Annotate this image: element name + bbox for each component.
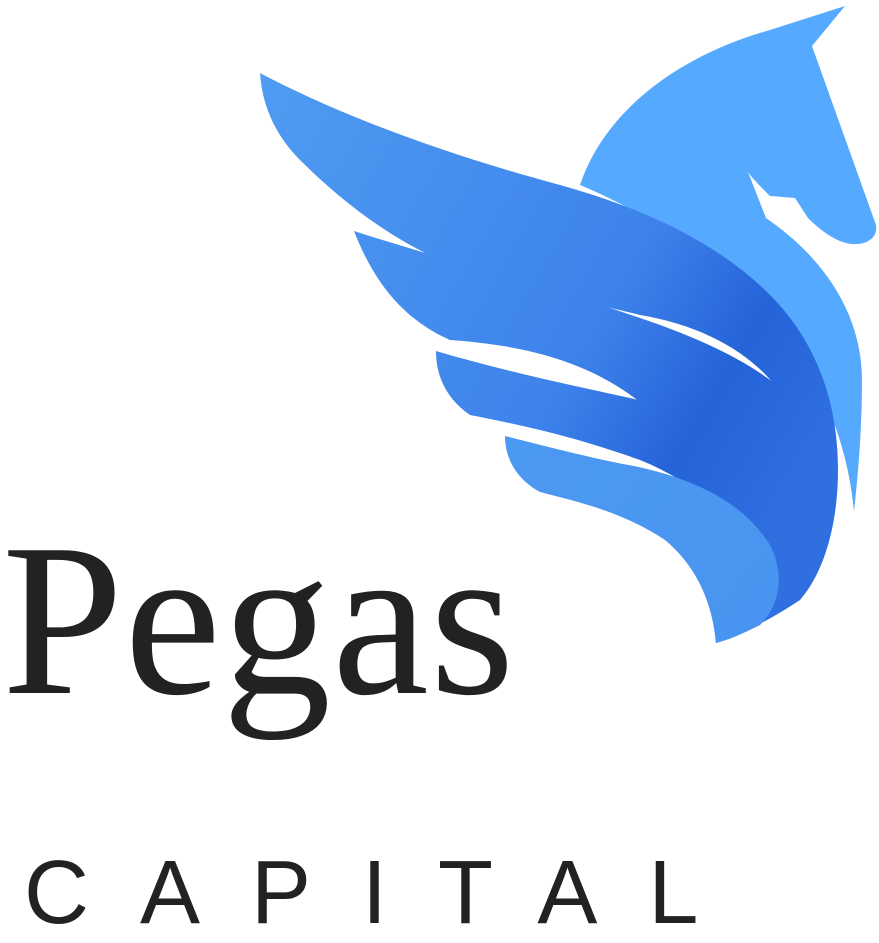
brand-tagline: CAPITAL — [24, 848, 749, 938]
brand-name: Pegas — [2, 512, 516, 730]
